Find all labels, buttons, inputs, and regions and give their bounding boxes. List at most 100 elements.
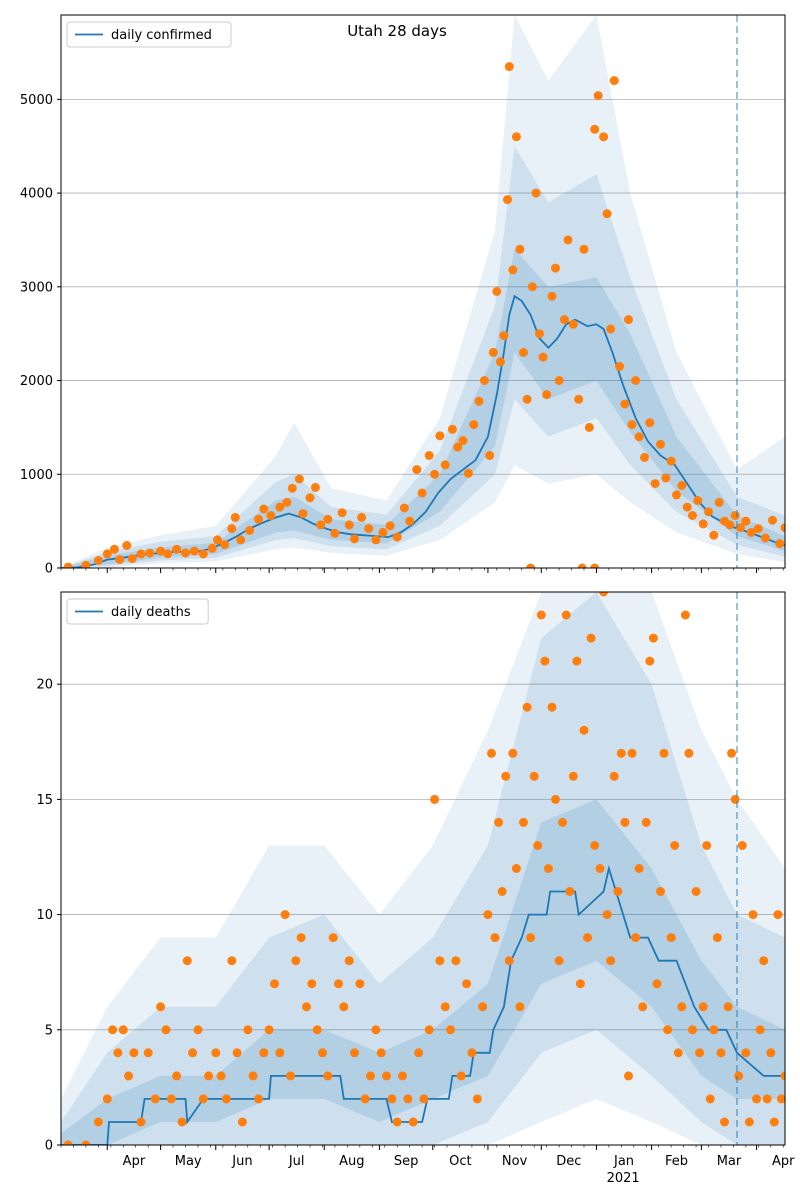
deaths-data-point [565,887,575,896]
deaths-data-point [430,794,440,804]
deaths-data-point [129,1048,139,1058]
confirmed-data-point [504,62,514,72]
confirmed-data-point [568,319,578,329]
confirmed-data-point [584,422,594,432]
deaths-data-point [312,1025,322,1035]
confirmed-data-point [287,483,297,493]
confirmed-data-point [714,497,724,507]
deaths-data-point [403,1094,413,1104]
confirmed-data-point [698,519,708,529]
deaths-data-point [456,1071,466,1081]
deaths-data-point [773,910,783,920]
deaths-data-point [533,841,543,850]
deaths-chart-panel: 0 5 10 15 20 Apr May Jun Jul Aug Sep Oct Nov Dec Jan Fe… [36,591,795,1186]
deaths-data-point [497,887,507,896]
deaths-data-point [419,1094,429,1104]
confirmed-ytick-label: 2000 [20,374,53,389]
deaths-data-point [590,841,600,850]
deaths-data-point [666,933,676,943]
deaths-data-point [579,725,589,735]
deaths-data-point [737,841,747,850]
confirmed-data-point [236,535,246,545]
confirmed-data-point [780,523,785,533]
deaths-data-point [161,1025,171,1035]
xtick-label: Apr [772,1154,795,1169]
deaths-data-point [526,933,536,943]
confirmed-data-point [599,132,609,142]
deaths-data-point [670,841,680,850]
confirmed-data-point [378,527,388,537]
deaths-data-point [254,1094,263,1104]
confirmed-data-point [458,436,468,445]
deaths-data-point [376,1048,386,1058]
confirmed-data-point [526,563,536,568]
xtick-label: Aug [339,1154,364,1169]
deaths-data-point [102,1094,112,1104]
deaths-data-point [182,956,192,966]
confirmed-data-point [385,521,395,531]
deaths-data-point [150,1094,160,1104]
deaths-data-point [540,656,550,666]
confirmed-data-point [682,502,692,512]
deaths-data-point [602,910,612,920]
confirmed-data-point [725,520,735,530]
confirmed-data-point [172,544,182,554]
confirmed-data-point [163,549,173,559]
xtick-label: Nov [502,1154,528,1169]
confirmed-data-point [709,530,719,540]
confirmed-chart-panel: 0 1000 2000 3000 4000 5000 daily confirmed [20,14,786,577]
deaths-data-point [543,864,553,873]
confirmed-data-point [298,509,308,519]
deaths-data-point [691,887,701,896]
deaths-data-point [599,592,609,597]
deaths-data-point [216,1071,226,1081]
deaths-data-point [275,1048,285,1058]
deaths-data-point [634,864,644,873]
deaths-data-point [440,1002,450,1012]
confirmed-data-point [115,555,125,565]
confirmed-data-point [624,315,633,325]
confirmed-data-point [198,549,208,559]
confirmed-data-point [266,511,276,520]
deaths-legend-label: daily deaths [111,605,191,620]
confirmed-data-point [522,394,532,404]
deaths-data-point [108,1025,118,1035]
deaths-data-point [616,748,626,758]
deaths-data-point [583,933,592,943]
deaths-data-point [371,1025,381,1035]
confirmed-data-point [656,439,665,449]
deaths-data-point [688,1025,697,1035]
deaths-data-point [613,887,623,896]
confirmed-data-point [661,473,671,483]
deaths-data-point [673,1048,683,1058]
deaths-data-point [748,910,758,920]
confirmed-data-point [405,516,415,526]
confirmed-data-point [305,493,315,503]
deaths-data-point [408,1117,418,1127]
confirmed-band-outer [61,15,785,568]
deaths-data-point [259,1048,269,1058]
deaths-data-point [529,771,539,781]
deaths-data-point [483,910,493,920]
deaths-data-point [558,817,568,827]
deaths-data-point [720,1117,729,1127]
xtick-label: Feb [665,1154,688,1169]
deaths-data-point [575,979,585,989]
deaths-data-point [366,1071,375,1081]
confirmed-data-point [672,490,681,500]
xtick-label: Jun [231,1154,252,1169]
deaths-data-point [211,1048,221,1058]
confirmed-data-point [424,451,434,460]
deaths-data-point [81,1140,91,1145]
confirmed-data-point [542,390,552,400]
confirmed-legend-label: daily confirmed [111,28,212,43]
confirmed-data-point [746,527,756,537]
confirmed-data-point [547,291,557,301]
confirmed-data-point [63,562,73,568]
confirmed-data-point [615,362,625,371]
confirmed-data-point [634,432,644,442]
deaths-data-point [727,748,737,758]
deaths-data-point [511,864,521,873]
deaths-data-point [627,748,637,758]
deaths-data-point [221,1094,231,1104]
